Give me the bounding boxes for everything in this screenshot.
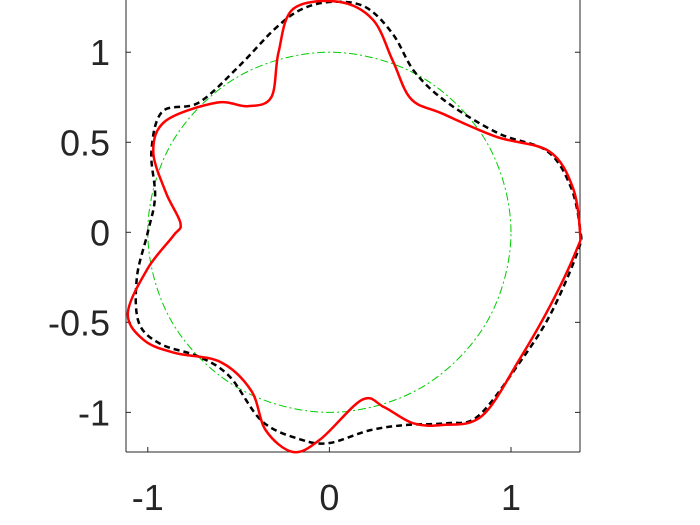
- x-tick-label: -1: [132, 477, 164, 518]
- plot-area: [125, 0, 583, 454]
- x-tick-label: 0: [319, 477, 339, 518]
- y-tick-labels: 1 0.5 0 -0.5 -1: [48, 32, 110, 433]
- x-tick-label: 1: [501, 477, 521, 518]
- solid-red-curve: [126, 0, 582, 454]
- series-layer: [126, 0, 583, 454]
- y-tick-label: -0.5: [48, 302, 110, 343]
- y-tick-label: 0: [90, 212, 110, 253]
- y-tick-label: 0.5: [60, 122, 110, 163]
- x-tick-labels: -1 0 1: [132, 477, 521, 518]
- y-tick-label: 1: [90, 32, 110, 73]
- y-tick-label: -1: [78, 392, 110, 433]
- dashed-black-curve: [134, 0, 583, 445]
